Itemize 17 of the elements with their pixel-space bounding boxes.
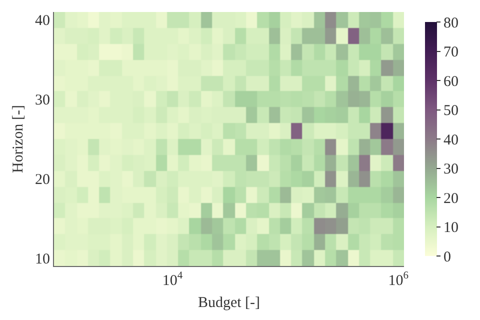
color-bar-label: 0 [444, 249, 451, 266]
y-tick-label: 10 [35, 251, 50, 268]
y-tick-label: 30 [35, 92, 50, 109]
color-bar-label: 20 [444, 190, 458, 207]
x-tick-label: 10$^{4}$ [162, 270, 184, 289]
color-bar-label: 70 [444, 44, 458, 60]
color-bar-label: 30 [444, 162, 458, 178]
color-bar-label: 80 [444, 15, 458, 32]
y-tick-label: 40 [35, 13, 50, 30]
color-bar-label: 60 [444, 74, 458, 90]
x-axis-title: Budget [-] [198, 295, 260, 311]
y-axis-title: Horizon [-] [10, 105, 26, 173]
color-bar-label: 10 [444, 220, 458, 236]
color-bar-label: 50 [444, 103, 458, 119]
y-tick-label: 20 [35, 172, 50, 188]
x-tick-label: 10$^{6}$ [388, 270, 408, 289]
color-bar-label: 40 [444, 132, 458, 148]
